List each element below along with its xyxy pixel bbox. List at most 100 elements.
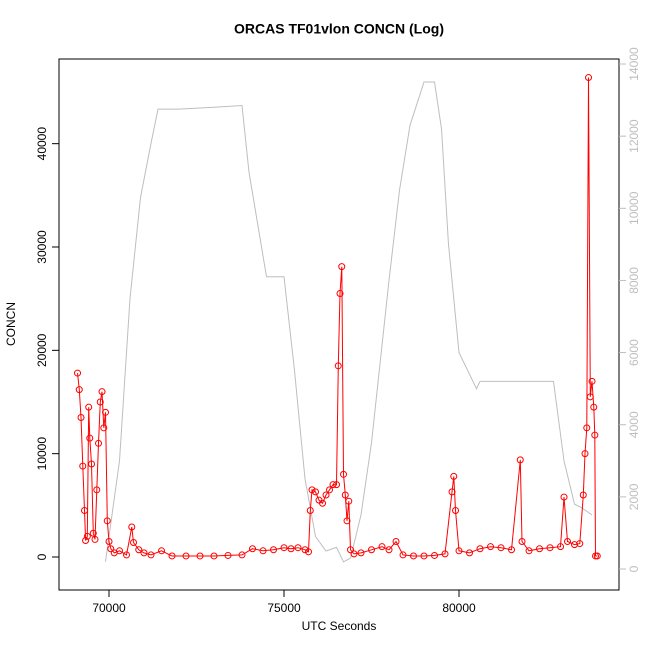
data-point bbox=[98, 388, 106, 396]
data-point bbox=[74, 369, 82, 377]
y-axis-label: CONCN bbox=[4, 302, 18, 346]
data-point bbox=[308, 486, 316, 494]
data-point bbox=[83, 532, 91, 540]
data-point bbox=[91, 535, 99, 543]
data-point bbox=[448, 488, 456, 496]
data-point bbox=[93, 486, 101, 494]
data-point bbox=[270, 546, 278, 554]
data-point bbox=[378, 543, 386, 551]
data-point bbox=[294, 544, 302, 552]
data-point bbox=[82, 536, 90, 544]
data-point bbox=[79, 462, 87, 470]
data-point bbox=[336, 290, 344, 298]
data-point bbox=[571, 541, 579, 549]
data-point bbox=[487, 543, 495, 551]
data-point bbox=[107, 545, 115, 553]
data-point bbox=[588, 377, 596, 385]
data-point bbox=[224, 551, 232, 559]
data-point bbox=[579, 491, 587, 499]
data-point bbox=[441, 550, 449, 558]
data-point bbox=[518, 537, 526, 545]
data-point bbox=[368, 546, 376, 554]
y2-tick-label: 0 bbox=[627, 565, 641, 572]
data-point bbox=[96, 398, 104, 406]
y2-tick-label: 14000 bbox=[627, 47, 641, 81]
data-point bbox=[287, 545, 295, 553]
data-point bbox=[322, 491, 330, 499]
data-point bbox=[420, 552, 428, 560]
data-point bbox=[593, 552, 601, 560]
data-point bbox=[385, 546, 393, 554]
y-tick-label: 20000 bbox=[35, 333, 49, 367]
x-axis-label: UTC Seconds bbox=[302, 619, 377, 633]
data-point bbox=[340, 470, 348, 478]
data-point bbox=[103, 517, 111, 525]
data-point bbox=[86, 434, 94, 442]
y-tick-label: 30000 bbox=[35, 230, 49, 264]
plot-frame bbox=[58, 58, 620, 591]
data-point bbox=[319, 499, 327, 507]
data-point bbox=[210, 552, 218, 560]
data-point bbox=[130, 539, 138, 547]
data-point bbox=[576, 540, 584, 548]
data-point bbox=[357, 549, 365, 557]
data-point bbox=[305, 548, 313, 556]
chart-title: ORCAS TF01vlon CONCN (Log) bbox=[234, 21, 444, 37]
data-point bbox=[583, 424, 591, 432]
data-point bbox=[399, 551, 407, 559]
data-point bbox=[326, 486, 334, 494]
data-point bbox=[329, 481, 337, 489]
data-point bbox=[590, 403, 598, 411]
data-point bbox=[557, 543, 565, 551]
data-point bbox=[581, 450, 589, 458]
data-point bbox=[560, 493, 568, 501]
data-point bbox=[280, 544, 288, 552]
y2-tick-label: 12000 bbox=[627, 119, 641, 153]
data-point bbox=[586, 393, 594, 401]
data-point bbox=[392, 537, 400, 545]
data-point bbox=[333, 481, 341, 489]
y2-tick-label: 8000 bbox=[627, 267, 641, 294]
y-tick-label: 40000 bbox=[35, 127, 49, 161]
y2-tick-label: 2000 bbox=[627, 483, 641, 510]
data-point bbox=[135, 546, 143, 554]
series-line bbox=[105, 81, 593, 563]
y-tick-label: 0 bbox=[35, 553, 49, 560]
data-point bbox=[338, 263, 346, 271]
data-point bbox=[140, 549, 148, 557]
data-point bbox=[350, 550, 358, 558]
data-point bbox=[345, 497, 353, 505]
y-tick-label: 10000 bbox=[35, 437, 49, 471]
x-tick-label: 75000 bbox=[267, 601, 301, 615]
data-point bbox=[238, 551, 246, 559]
data-point bbox=[168, 552, 176, 560]
data-point bbox=[546, 544, 554, 552]
data-point bbox=[249, 545, 257, 553]
data-point bbox=[312, 488, 320, 496]
data-point bbox=[476, 545, 484, 553]
data-point bbox=[182, 552, 190, 560]
data-point bbox=[564, 537, 572, 545]
series-line bbox=[77, 77, 598, 557]
data-point bbox=[536, 545, 544, 553]
data-point bbox=[147, 551, 155, 559]
data-point bbox=[102, 408, 110, 416]
data-point bbox=[410, 552, 418, 560]
data-point bbox=[85, 403, 93, 411]
data-point bbox=[75, 386, 83, 394]
data-point bbox=[343, 517, 351, 525]
data-point bbox=[105, 537, 113, 545]
data-point bbox=[431, 551, 439, 559]
data-point bbox=[455, 547, 463, 555]
data-point bbox=[341, 491, 349, 499]
data-point bbox=[450, 472, 458, 480]
data-point bbox=[88, 460, 96, 468]
data-point bbox=[301, 546, 309, 554]
data-point bbox=[497, 544, 505, 552]
data-point bbox=[508, 546, 516, 554]
data-point bbox=[525, 547, 533, 555]
y2-tick-label: 10000 bbox=[627, 191, 641, 225]
data-point bbox=[89, 529, 97, 537]
data-point bbox=[306, 506, 314, 514]
data-point bbox=[452, 506, 460, 514]
